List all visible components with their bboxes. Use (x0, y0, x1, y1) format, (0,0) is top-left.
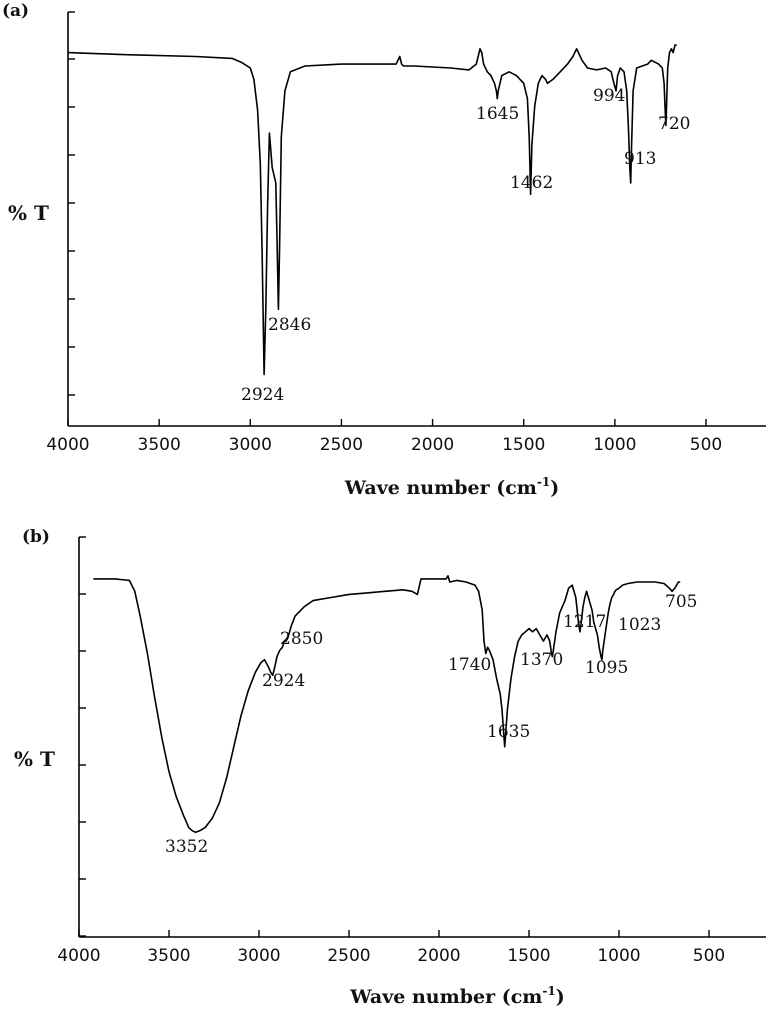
x-tick-label: 1500 (507, 946, 550, 966)
x-tick-label: 4000 (46, 435, 89, 455)
spectrum-line (93, 574, 681, 834)
x-tick-label: 3500 (147, 946, 190, 966)
spectrum-line (67, 44, 677, 376)
panel-label: (b) (22, 527, 50, 547)
x-axis-label: Wave number (cm-1) (349, 984, 564, 1008)
x-tick-label: 2000 (417, 946, 460, 966)
peak-label-1217: 1217 (563, 612, 606, 632)
peak-label-1095: 1095 (585, 658, 628, 678)
x-tick-label: 2000 (411, 435, 454, 455)
peak-label-3352: 3352 (165, 837, 208, 857)
x-tick-label: 3000 (229, 435, 272, 455)
x-tick-label: 2500 (320, 435, 363, 455)
peak-label-2846: 2846 (268, 315, 311, 335)
ftir-panel-b: (b) % T 4000 3500 3000 2500 2000 1500 1000 500 Wav… (14, 527, 766, 1008)
x-tick-label: 2500 (327, 946, 370, 966)
x-tick-label: 500 (693, 946, 725, 966)
peak-label-1462: 1462 (510, 173, 553, 193)
ftir-panel-a: (a) % T 4000 3500 3000 2500 2000 1500 1000 500 Wav… (2, 1, 766, 499)
peak-label-1023: 1023 (618, 615, 661, 635)
x-tick-label: 1500 (502, 435, 545, 455)
x-axis-label: Wave number (cm-1) (344, 475, 559, 499)
peak-label-2850: 2850 (280, 629, 323, 649)
peak-label-994: 994 (593, 86, 625, 106)
x-tick-label: 500 (690, 435, 722, 455)
panel-label: (a) (2, 1, 29, 21)
x-tick-label: 3000 (237, 946, 280, 966)
peak-label-2924: 2924 (262, 671, 305, 691)
peak-label-1635: 1635 (487, 722, 530, 742)
peak-label-1645: 1645 (476, 104, 519, 124)
peak-label-1370: 1370 (520, 650, 563, 670)
y-axis-label: % T (14, 747, 55, 771)
x-tick-label: 1000 (593, 435, 636, 455)
x-tick-label: 4000 (57, 946, 100, 966)
y-axis-label: % T (8, 201, 49, 225)
peak-label-720: 720 (658, 114, 690, 134)
peak-label-1740: 1740 (448, 655, 491, 675)
peak-label-705: 705 (665, 592, 697, 612)
x-tick-label: 1000 (597, 946, 640, 966)
x-tick-label: 3500 (138, 435, 181, 455)
peak-label-2924: 2924 (241, 385, 284, 405)
peak-label-913: 913 (624, 149, 656, 169)
